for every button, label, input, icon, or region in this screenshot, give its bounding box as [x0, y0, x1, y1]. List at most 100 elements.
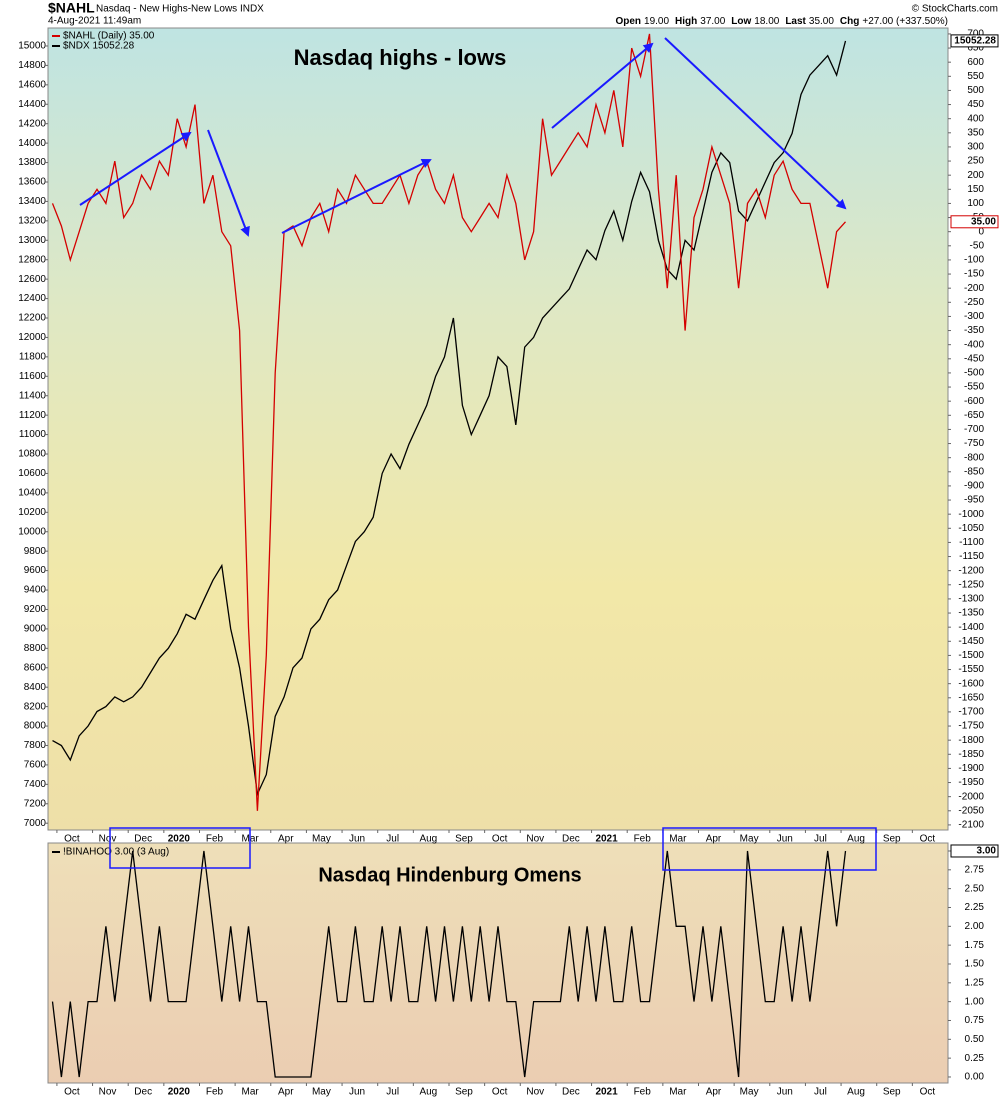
y-tick-label: -1600: [958, 678, 984, 689]
series-line: [51, 33, 846, 811]
x-tick-label: May: [740, 834, 759, 845]
y-tick-label: 7400: [24, 779, 47, 790]
y-tick-label: 8200: [24, 701, 47, 712]
chart-layer: Nasdaq highs - lows700072007400760078008…: [18, 29, 999, 1098]
y-tick-label: 11600: [19, 371, 47, 382]
y-tick-label: 0.25: [965, 1053, 985, 1064]
y-tick-label: 9800: [24, 546, 47, 557]
y-tick-label: 13600: [18, 177, 46, 188]
y-tick-label: 250: [967, 156, 984, 167]
x-tick-label: Feb: [634, 834, 652, 845]
y-tick-label: 0.75: [965, 1015, 985, 1026]
y-tick-label: -750: [964, 438, 984, 449]
y-tick-label: -150: [964, 269, 984, 280]
last-value-label: 15052.28: [954, 36, 996, 47]
y-tick-label: 700: [967, 29, 984, 40]
y-tick-label: -1150: [959, 551, 984, 562]
timestamp: 4-Aug-2021 11:49am: [48, 16, 141, 27]
x-tick-label: Oct: [64, 1087, 80, 1098]
x-tick-label: 2021: [595, 834, 618, 845]
y-tick-label: -300: [964, 311, 984, 322]
y-tick-label: 350: [967, 127, 984, 138]
last-value-label: 3.00: [977, 846, 997, 857]
y-tick-label: 13200: [18, 215, 46, 226]
y-tick-label: -1350: [958, 608, 984, 619]
y-tick-label: -900: [964, 481, 984, 492]
bottom-plot-area: [47, 842, 949, 1084]
x-tick-label: Jun: [777, 834, 793, 845]
y-tick-label: -1500: [958, 650, 984, 661]
y-tick-label: -1000: [958, 509, 984, 520]
stat-label: Chg: [840, 16, 859, 27]
y-tick-label: 2.25: [965, 902, 985, 913]
arrow: [664, 37, 847, 210]
annotations: [79, 37, 877, 871]
y-tick-label: 1.75: [965, 940, 985, 951]
x-tick-label: Aug: [419, 834, 437, 845]
y-tick-label: -700: [964, 424, 984, 435]
last-value-badge: [950, 34, 999, 48]
y-tick-label: -50: [970, 240, 985, 251]
x-tick-label: Aug: [847, 834, 865, 845]
y-tick-label: -1050: [958, 523, 984, 534]
y-tick-label: 11400: [19, 390, 47, 401]
x-tick-label: May: [312, 834, 331, 845]
last-value-badge: [950, 844, 999, 858]
y-tick-label: -800: [964, 452, 984, 463]
x-tick-label: Nov: [99, 834, 117, 845]
arrow: [551, 42, 654, 129]
y-tick-label: -1100: [959, 537, 984, 548]
series-line: [52, 40, 847, 797]
x-tick-label: Sep: [455, 834, 473, 845]
y-tick-label: 14800: [18, 60, 46, 71]
y-tick-label: 12000: [18, 332, 46, 343]
x-tick-label: 2020: [168, 834, 191, 845]
stat-value: 35.00: [809, 16, 834, 27]
x-tick-label: Oct: [492, 1087, 508, 1098]
x-tick-label: Mar: [242, 1087, 260, 1098]
x-tick-label: Dec: [134, 834, 152, 845]
y-tick-label: 15000: [18, 41, 46, 52]
y-tick-label: 8000: [24, 721, 47, 732]
legend-label: !BINAHOO 3.00 (3 Aug): [63, 847, 169, 858]
x-tick-label: Jun: [349, 834, 365, 845]
y-tick-label: 14600: [18, 79, 46, 90]
y-tick-label: -1850: [958, 749, 984, 760]
y-tick-label: 7000: [24, 818, 47, 829]
y-tick-label: 11800: [19, 352, 47, 363]
y-tick-label: 10600: [18, 468, 46, 479]
y-tick-label: 13800: [18, 157, 46, 168]
series-line: [51, 850, 847, 1078]
y-tick-label: -550: [964, 382, 984, 393]
stat-label: High: [675, 16, 697, 27]
y-tick-label: -600: [964, 396, 984, 407]
y-tick-label: 0.50: [965, 1034, 985, 1045]
x-tick-label: Jul: [386, 834, 399, 845]
x-tick-label: 2021: [595, 1087, 618, 1098]
y-tick-label: -2050: [958, 805, 984, 816]
y-tick-label: 9400: [24, 585, 47, 596]
x-tick-label: Oct: [920, 1087, 936, 1098]
chart-title: Nasdaq Hindenburg Omens: [318, 864, 581, 886]
y-tick-label: 11200: [19, 410, 47, 421]
x-tick-label: Nov: [526, 1087, 544, 1098]
x-tick-label: Oct: [64, 834, 80, 845]
y-tick-label: -2100: [958, 820, 984, 831]
y-tick-label: 12800: [18, 254, 46, 265]
y-tick-label: -350: [964, 325, 984, 336]
y-tick-label: -500: [964, 368, 984, 379]
x-tick-label: Jul: [814, 1087, 827, 1098]
y-tick-label: 8800: [24, 643, 47, 654]
arrow: [207, 129, 250, 237]
y-tick-label: 13400: [18, 196, 46, 207]
y-tick-label: 10200: [18, 507, 46, 518]
y-tick-label: -1200: [958, 565, 984, 576]
y-tick-label: 150: [967, 184, 984, 195]
x-tick-label: Apr: [278, 834, 294, 845]
y-tick-label: 12200: [18, 313, 46, 324]
last-value-badge: [950, 215, 999, 229]
x-tick-label: Apr: [706, 834, 722, 845]
y-tick-label: -950: [964, 495, 984, 506]
highlight-box: [662, 827, 877, 871]
x-tick-label: Dec: [134, 1087, 152, 1098]
